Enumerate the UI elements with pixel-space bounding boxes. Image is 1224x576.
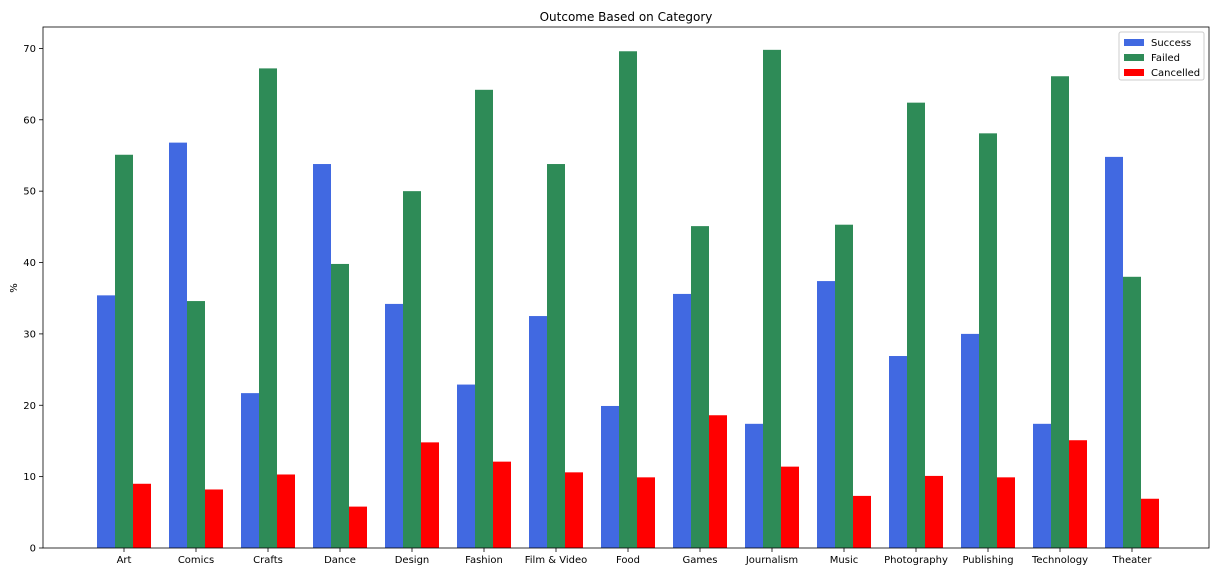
y-axis-ticks: 0 10 20 30 40 50 60 70 [23,44,43,555]
legend-swatch-failed [1124,54,1144,61]
bar-failed-games [691,226,709,548]
legend-swatch-cancelled [1124,69,1144,76]
y-tick-label: 30 [23,329,36,340]
x-tick-label: Comics [178,555,214,566]
bar-failed-dance [331,263,349,548]
bar-success-comics [169,142,187,548]
x-tick-label: Dance [324,555,356,566]
legend-label-cancelled: Cancelled [1151,68,1200,79]
bar-cancelled-photography [925,475,943,548]
bar-success-music [817,281,835,548]
bar-cancelled-food [637,477,655,548]
bar-failed-theater [1123,276,1141,548]
x-tick-label: Journalism [745,555,798,566]
bar-cancelled-journalism [781,466,799,548]
legend-label-success: Success [1151,38,1191,49]
bar-cancelled-music [853,495,871,548]
bar-success-theater [1105,156,1123,548]
bar-success-film-video [529,316,547,548]
bar-failed-food [619,51,637,549]
x-tick-label: Design [395,555,430,566]
y-tick-label: 60 [23,115,36,126]
bar-success-fashion [457,384,475,548]
bar-cancelled-film-video [565,472,583,548]
bar-cancelled-crafts [277,474,295,548]
x-tick-label: Photography [884,555,948,566]
bar-cancelled-fashion [493,461,511,548]
bar-failed-fashion [475,89,493,548]
bar-success-photography [889,356,907,548]
bar-success-publishing [961,333,979,548]
bars-layer [97,49,1159,549]
bar-failed-journalism [763,49,781,549]
bar-failed-art [115,154,133,548]
legend-label-failed: Failed [1151,53,1180,64]
bar-failed-technology [1051,76,1069,548]
x-tick-label: Food [616,555,640,566]
bar-cancelled-technology [1069,440,1087,548]
legend: Success Failed Cancelled [1118,31,1205,81]
y-tick-label: 20 [23,401,36,412]
y-tick-label: 70 [23,44,36,55]
bar-cancelled-comics [205,489,223,548]
bar-success-art [97,295,115,548]
bar-success-food [601,405,619,548]
bar-success-journalism [745,423,763,548]
bar-failed-crafts [259,68,277,548]
y-tick-label: 50 [23,187,36,198]
bar-success-games [673,293,691,548]
bar-success-crafts [241,393,259,548]
bar-cancelled-design [421,442,439,548]
bar-cancelled-games [709,415,727,548]
bar-failed-publishing [979,133,997,548]
bar-failed-music [835,224,853,548]
y-tick-label: 40 [23,258,36,269]
bar-failed-photography [907,102,925,549]
plot-frame [42,26,1210,549]
y-tick-label: 10 [23,472,36,483]
chart-title: Outcome Based on Category [540,10,713,24]
legend-swatch-success [1124,39,1144,46]
x-tick-label: Film & Video [525,555,588,566]
x-tick-label: Crafts [253,555,283,566]
bar-cancelled-dance [349,506,367,548]
x-tick-label: Technology [1031,555,1088,566]
bar-cancelled-theater [1141,498,1159,548]
bar-failed-design [403,191,421,548]
bar-success-technology [1033,423,1051,548]
bar-success-design [385,303,403,548]
x-tick-label: Publishing [962,555,1013,566]
x-tick-label: Art [117,555,132,566]
bar-cancelled-publishing [997,477,1015,548]
y-axis-label: % [9,283,20,293]
bar-cancelled-art [133,483,151,548]
x-axis-ticks: Art Comics Crafts Dance Design Fashion Film & … [117,548,1153,566]
x-tick-label: Games [683,555,718,566]
x-tick-label: Theater [1112,555,1153,566]
y-tick-label: 0 [30,544,36,555]
bar-success-dance [313,164,331,548]
x-tick-label: Fashion [465,555,503,566]
bar-failed-comics [187,301,205,548]
bar-failed-film-video [547,164,565,548]
x-tick-label: Music [830,555,858,566]
